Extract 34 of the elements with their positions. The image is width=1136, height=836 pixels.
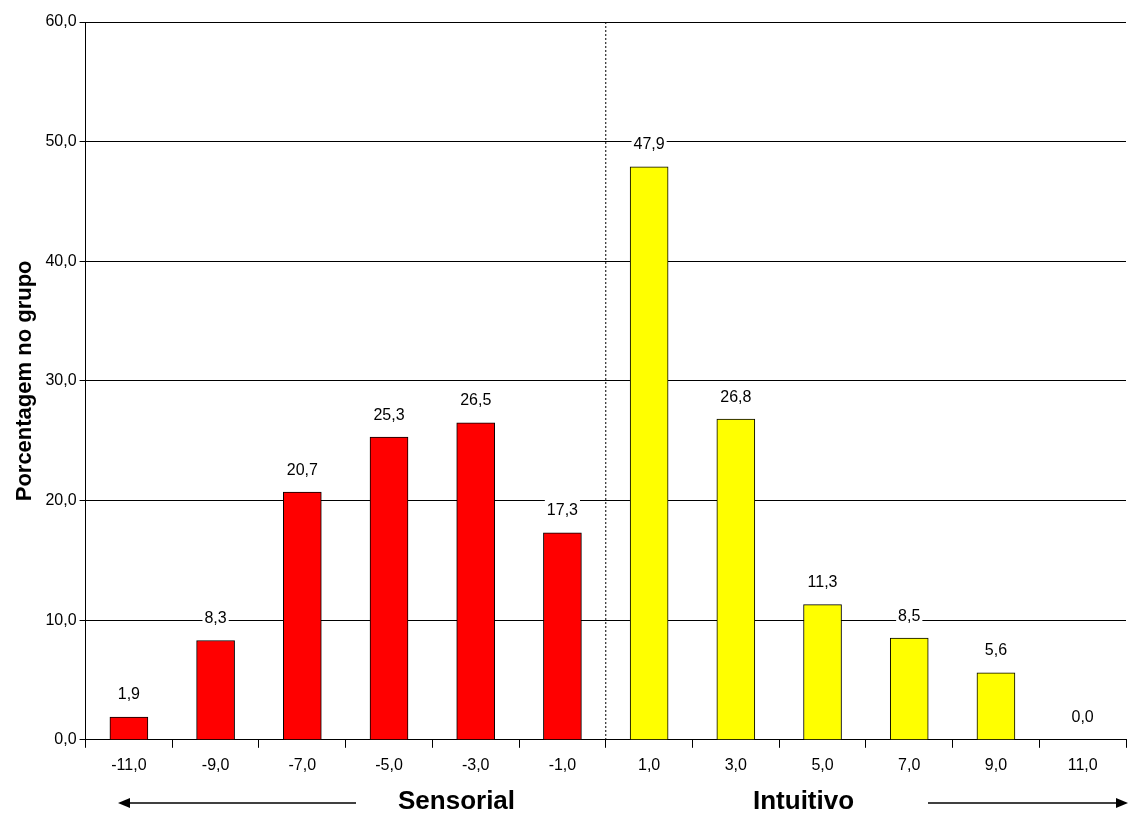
data-label: 8,3 (204, 608, 227, 626)
data-label: 11,3 (807, 573, 838, 591)
y-tick-label: 10,0 (45, 610, 77, 628)
data-label: 26,5 (460, 391, 492, 409)
x-tick-label: -7,0 (288, 755, 317, 773)
x-tick-label: -9,0 (201, 755, 230, 773)
data-label: 26,8 (720, 387, 752, 405)
x-tick-label: -3,0 (461, 755, 490, 773)
data-label: 17,3 (546, 501, 579, 519)
x-tick-label: 7,0 (898, 755, 921, 773)
data-label: 8,5 (898, 606, 921, 624)
x-tick-label: -1,0 (548, 755, 577, 773)
x-tick-label: 11,0 (1067, 755, 1098, 773)
y-tick-label: 50,0 (45, 132, 77, 150)
y-tick-label: 0,0 (54, 730, 77, 748)
x-tick-label: 1,0 (638, 755, 661, 773)
x-tick-label: 9,0 (984, 755, 1008, 773)
y-tick-label: 30,0 (45, 371, 77, 389)
x-tick-label: -11,0 (111, 755, 147, 773)
y-tick-label: 60,0 (45, 12, 77, 30)
text: Intuitivo (753, 785, 855, 816)
text: Sensorial (398, 785, 516, 816)
data-label: 47,9 (633, 135, 665, 153)
x-tick-label: 5,0 (811, 755, 834, 773)
y-tick-label: 20,0 (45, 490, 77, 508)
data-label: 20,7 (286, 460, 318, 478)
data-label: 1,9 (117, 685, 141, 703)
x-tick-label: 3,0 (724, 755, 748, 773)
x-tick-label: -5,0 (375, 755, 403, 773)
data-label: 25,3 (373, 405, 405, 423)
data-label: 0,0 (1071, 708, 1094, 726)
y-axis-title: Porcentagem no grupo (11, 260, 37, 502)
data-label: 5,6 (984, 641, 1008, 659)
y-tick-label: 40,0 (45, 251, 77, 269)
